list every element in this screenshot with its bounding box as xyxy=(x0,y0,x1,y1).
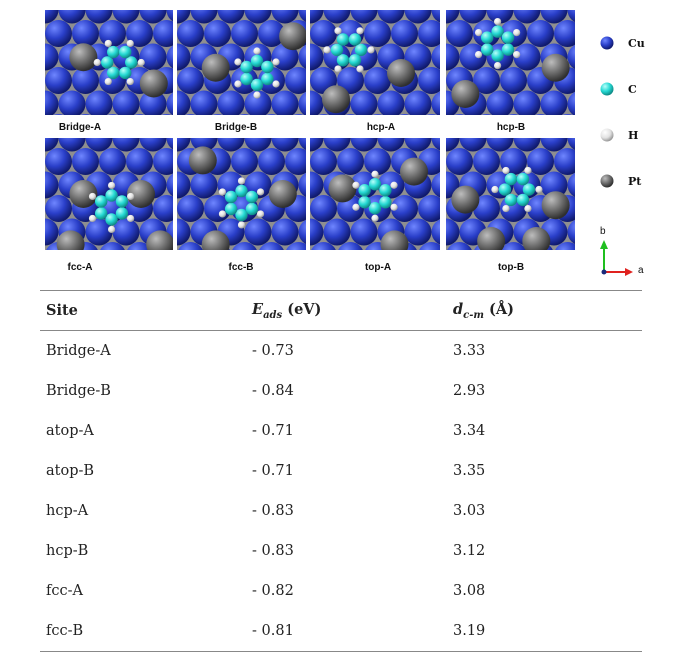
dcm-unit: (Å) xyxy=(483,300,514,318)
legend-swatch-cu xyxy=(600,36,614,50)
header-site: Site xyxy=(40,290,246,331)
cell-dcm: 3.34 xyxy=(453,423,486,439)
panel-caption: top-B xyxy=(497,262,525,273)
adsorption-figure: Bridge-A Bridge-B hcp-A hcp-B fcc-A fcc-… xyxy=(0,0,684,282)
axis-a-label: a xyxy=(638,265,644,276)
legend-swatch-pt xyxy=(600,174,614,188)
cell-eads: - 0.71 xyxy=(252,463,294,479)
cell-eads: - 0.73 xyxy=(252,343,294,359)
bridge-b-adsorption-panel xyxy=(177,10,306,115)
table-row: fcc-A - 0.82 3.08 xyxy=(40,571,642,611)
table-row: hcp-A - 0.83 3.03 xyxy=(40,491,642,531)
cell-eads: - 0.71 xyxy=(252,423,294,439)
header-dcm: dc-m (Å) xyxy=(447,290,642,331)
axes-indicator xyxy=(600,240,633,276)
adsorption-energy-table: Site Eads (eV) dc-m (Å) Bridge-A - 0.73 … xyxy=(40,290,642,652)
bridge-a-adsorption-panel xyxy=(45,10,173,115)
cell-dcm: 3.33 xyxy=(453,343,486,359)
fcc-b-adsorption-panel xyxy=(177,138,306,250)
panel-caption: top-A xyxy=(364,262,392,273)
panel-caption: hcp-A xyxy=(366,122,396,133)
cell-dcm: 3.03 xyxy=(453,503,486,519)
legend-swatch-c xyxy=(600,82,614,96)
cell-site: atop-B xyxy=(46,463,95,479)
cell-dcm: 3.35 xyxy=(453,463,486,479)
cell-site: fcc-A xyxy=(46,583,83,599)
cell-site: Bridge-B xyxy=(46,383,111,399)
legend-label-cu: Cu xyxy=(628,37,645,50)
cell-eads: - 0.83 xyxy=(252,503,294,519)
panel-caption: fcc-A xyxy=(67,262,93,273)
cell-eads: - 0.83 xyxy=(252,543,294,559)
top-a-adsorption-panel xyxy=(310,138,440,250)
table-header-row: Site Eads (eV) dc-m (Å) xyxy=(40,290,642,331)
hcp-a-adsorption-panel xyxy=(310,10,440,115)
panel-caption: hcp-B xyxy=(496,122,526,133)
cell-eads: - 0.81 xyxy=(246,611,447,652)
dcm-subscript: c-m xyxy=(463,309,484,321)
dcm-symbol: d xyxy=(453,300,464,318)
table-row: hcp-B - 0.83 3.12 xyxy=(40,531,642,571)
legend-label-pt: Pt xyxy=(628,175,642,188)
cell-site: hcp-B xyxy=(46,543,89,559)
table-row: Bridge-A - 0.73 3.33 xyxy=(40,331,642,372)
table-row: Bridge-B - 0.84 2.93 xyxy=(40,371,642,411)
top-b-adsorption-panel xyxy=(446,138,575,250)
table-row: atop-A - 0.71 3.34 xyxy=(40,411,642,451)
cell-site: atop-A xyxy=(46,423,94,439)
header-eads: Eads (eV) xyxy=(246,290,447,331)
cell-dcm: 3.12 xyxy=(453,543,486,559)
cell-eads: - 0.84 xyxy=(252,383,294,399)
legend-label-h: H xyxy=(628,129,639,142)
eads-subscript: ads xyxy=(263,309,283,321)
legend-label-c: C xyxy=(628,83,637,96)
cell-eads: - 0.82 xyxy=(252,583,294,599)
panel-caption: Bridge-B xyxy=(214,122,258,133)
cell-dcm: 3.08 xyxy=(453,583,486,599)
cell-site: Bridge-A xyxy=(46,343,111,359)
eads-symbol: E xyxy=(252,300,264,318)
panel-caption: Bridge-A xyxy=(58,122,102,133)
cell-dcm: 3.19 xyxy=(447,611,642,652)
axis-b-label: b xyxy=(600,226,606,237)
cell-site: fcc-B xyxy=(40,611,246,652)
panel-caption: fcc-B xyxy=(228,262,254,273)
fcc-a-adsorption-panel xyxy=(45,138,173,250)
cell-site: hcp-A xyxy=(46,503,89,519)
table-row: atop-B - 0.71 3.35 xyxy=(40,451,642,491)
eads-unit: (eV) xyxy=(282,300,322,318)
hcp-b-adsorption-panel xyxy=(446,10,575,115)
cell-dcm: 2.93 xyxy=(453,383,486,399)
legend-swatch-h xyxy=(600,128,614,142)
table-row: fcc-B - 0.81 3.19 xyxy=(40,611,642,652)
